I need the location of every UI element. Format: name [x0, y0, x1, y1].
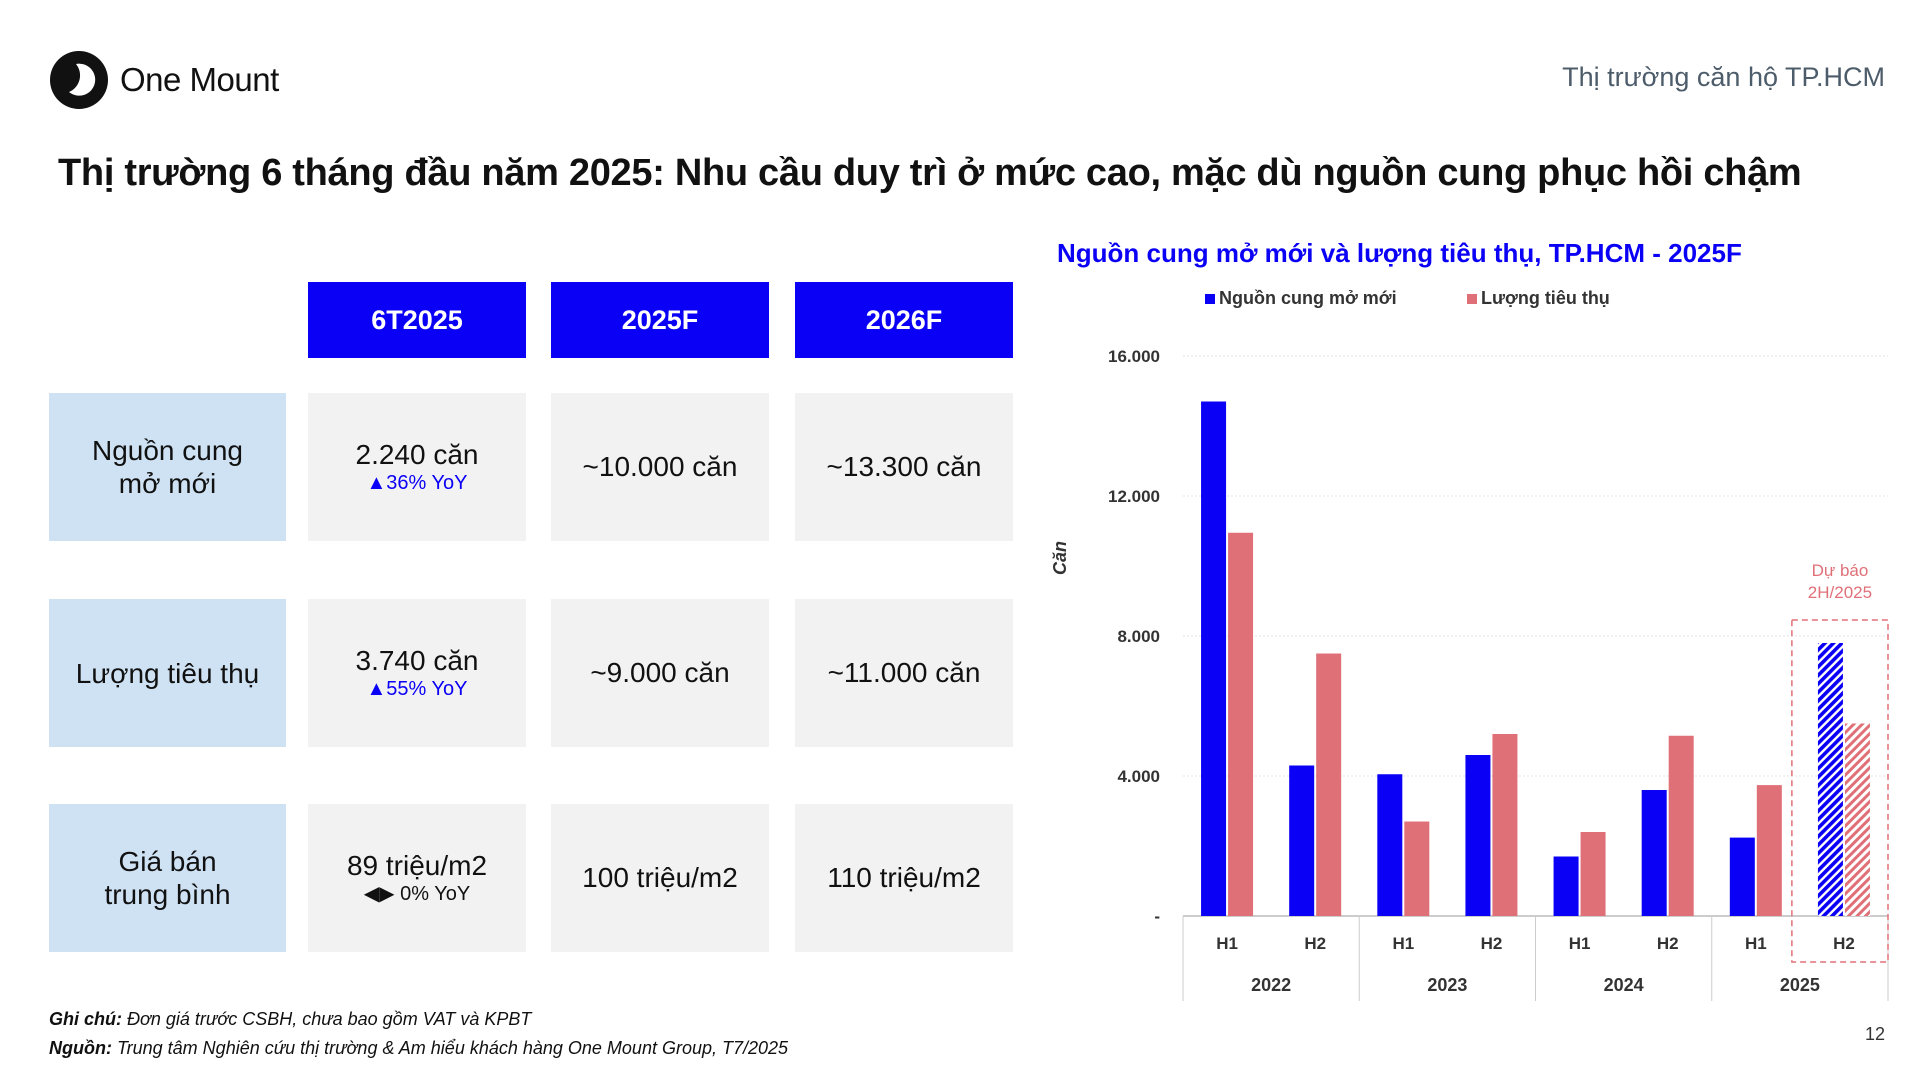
row-header-line: Lượng tiêu thụ	[75, 657, 260, 689]
source-label: Nguồn:	[49, 1038, 112, 1058]
one-mount-logo-icon	[50, 51, 108, 109]
cell-value: ~13.300 căn	[826, 451, 982, 482]
table-cell: 100 triệu/m2	[551, 804, 769, 952]
x-tick-label: H1	[1745, 934, 1767, 953]
cell-yoy-change: ◀▶ 0% YoY	[363, 883, 471, 905]
x-tick-label: H1	[1569, 934, 1591, 953]
bar	[1492, 734, 1518, 916]
forecast-label: 2H/2025	[1808, 583, 1872, 602]
bar	[1316, 653, 1342, 916]
brand-name: One Mount	[120, 61, 279, 98]
column-header-2025f: 2025F	[551, 282, 769, 358]
table-cell: ~11.000 căn	[795, 599, 1013, 747]
y-tick-label: -	[1154, 907, 1160, 926]
y-tick-label: 4.000	[1117, 767, 1160, 786]
bar	[1228, 532, 1254, 916]
forecast-highlight-box	[1791, 619, 1889, 963]
supply-absorption-bar-chart: Nguồn cung mở mới Lượng tiêu thụ - 4.000 8.0…	[1050, 288, 1889, 1001]
x-tick-label: H2	[1833, 934, 1855, 953]
bar	[1756, 785, 1782, 916]
footnote-label: Ghi chú:	[49, 1009, 122, 1029]
forecast-bar	[1844, 723, 1870, 916]
bar	[1404, 821, 1430, 916]
legend-swatch	[1467, 294, 1477, 304]
row-header-average-price: Giá bán trung bình	[49, 804, 286, 952]
bar	[1641, 790, 1667, 916]
bar	[1668, 735, 1694, 916]
cell-value: 100 triệu/m2	[582, 862, 738, 893]
x-group-label: 2022	[1251, 975, 1291, 995]
bar	[1289, 765, 1315, 916]
table-cell: ~9.000 căn	[551, 599, 769, 747]
forecast-bar	[1817, 643, 1843, 916]
table-cell: 89 triệu/m2 ◀▶ 0% YoY	[308, 804, 526, 952]
bar	[1553, 856, 1579, 916]
y-tick-label: 16.000	[1108, 347, 1160, 366]
forecast-label: Dự báo	[1812, 561, 1869, 580]
x-group-label: 2024	[1604, 975, 1644, 995]
chart-title: Nguồn cung mở mới và lượng tiêu thụ, TP.…	[1057, 238, 1742, 268]
bar	[1580, 832, 1606, 916]
x-group-label: 2023	[1427, 975, 1467, 995]
row-header-line: Nguồn cung	[91, 435, 243, 466]
legend-swatch	[1205, 294, 1215, 304]
source-text: Trung tâm Nghiên cứu thị trường & Am hiể…	[111, 1038, 789, 1058]
legend-label: Nguồn cung mở mới	[1219, 288, 1397, 308]
bar	[1201, 401, 1227, 916]
table-cell: 2.240 căn ▲36% YoY	[308, 393, 526, 541]
row-header-line: trung bình	[104, 879, 231, 910]
column-header-6t2025: 6T2025	[308, 282, 526, 358]
page-title: Thị trường 6 tháng đầu năm 2025: Nhu cầu…	[58, 152, 1802, 194]
table-cell: ~10.000 căn	[551, 393, 769, 541]
cell-value: 89 triệu/m2	[346, 850, 488, 881]
table-cell: 110 triệu/m2	[795, 804, 1013, 952]
table-cell: 3.740 căn ▲55% YoY	[308, 599, 526, 747]
cell-value: ~10.000 căn	[582, 451, 738, 482]
footnote-text: Đơn giá trước CSBH, chưa bao gồm VAT và …	[122, 1009, 532, 1029]
bar	[1465, 755, 1491, 916]
x-tick-label: H2	[1657, 934, 1679, 953]
row-header-absorption: Lượng tiêu thụ	[49, 599, 286, 747]
section-title: Thị trường căn hộ TP.HCM	[1562, 62, 1885, 92]
y-tick-label: 8.000	[1117, 627, 1160, 646]
cell-yoy-change: ▲36% YoY	[366, 472, 468, 494]
row-header-new-supply: Nguồn cung mở mới	[49, 393, 286, 541]
legend-label: Lượng tiêu thụ	[1481, 288, 1610, 308]
cell-value: ~11.000 căn	[827, 657, 981, 688]
brand-logo: One Mount	[49, 50, 279, 110]
y-tick-label: 12.000	[1108, 487, 1160, 506]
cell-yoy-change: ▲55% YoY	[366, 678, 468, 700]
cell-value: 110 triệu/m2	[827, 862, 981, 893]
row-header-line: Giá bán	[118, 846, 217, 877]
bar	[1377, 774, 1403, 916]
x-tick-label: H1	[1216, 934, 1238, 953]
footnote: Ghi chú: Đơn giá trước CSBH, chưa bao gồ…	[49, 1009, 531, 1030]
table-cell: ~13.300 căn	[795, 393, 1013, 541]
cell-value: 2.240 căn	[355, 439, 479, 470]
x-tick-label: H1	[1392, 934, 1414, 953]
x-group-label: 2025	[1780, 975, 1820, 995]
y-axis-label: Căn	[1050, 541, 1070, 575]
cell-value: ~9.000 căn	[590, 657, 730, 688]
x-tick-label: H2	[1481, 934, 1503, 953]
cell-value: 3.740 căn	[355, 645, 479, 676]
row-header-line: mở mới	[118, 468, 217, 499]
bar	[1729, 837, 1755, 916]
page-number: 12	[1864, 1024, 1885, 1044]
source-note: Nguồn: Trung tâm Nghiên cứu thị trường &…	[49, 1038, 788, 1059]
column-header-2026f: 2026F	[795, 282, 1013, 358]
x-tick-label: H2	[1304, 934, 1326, 953]
